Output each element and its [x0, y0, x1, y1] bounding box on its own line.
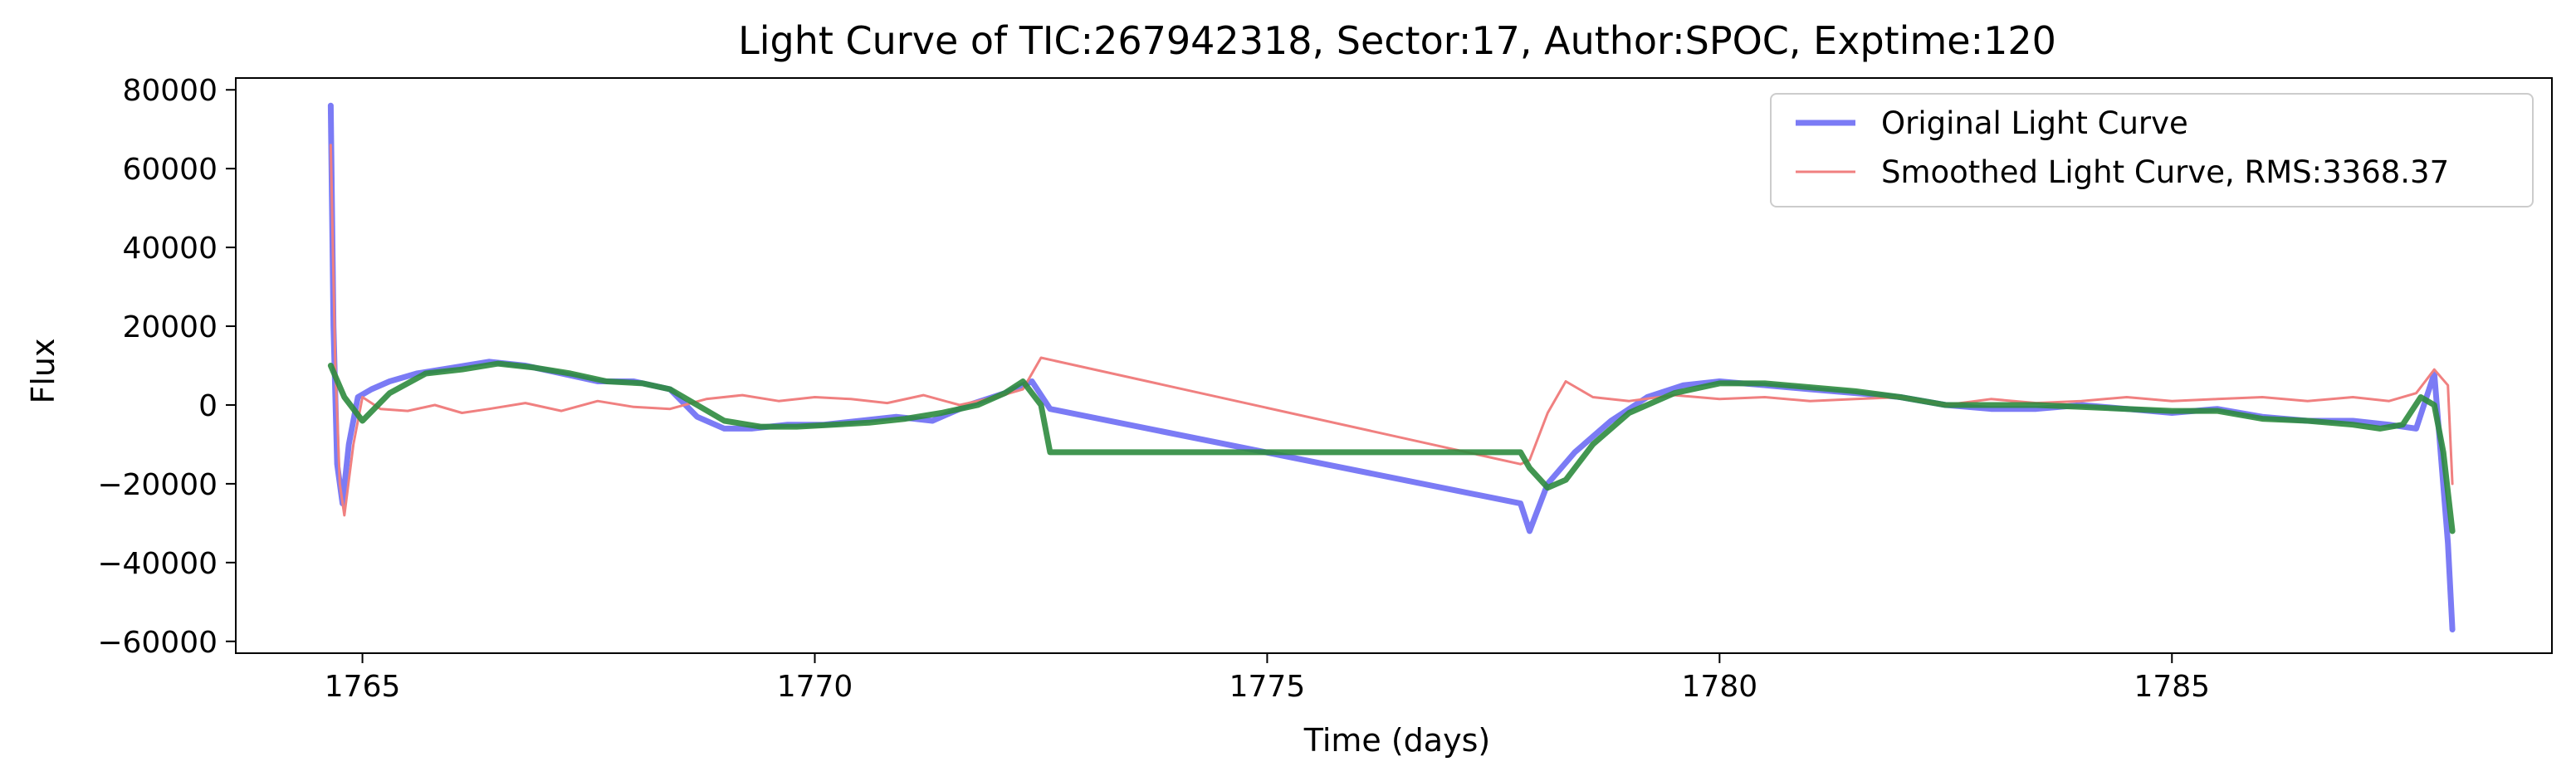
x-tick-label: 1770 [777, 670, 853, 704]
series-layer [327, 102, 2456, 632]
y-tick-label: −20000 [97, 468, 218, 502]
y-tick-label: 40000 [122, 232, 218, 266]
y-tick-label: 80000 [122, 74, 218, 108]
chart-title: Light Curve of TIC:267942318, Sector:17,… [738, 18, 2056, 63]
x-axis-label: Time (days) [1303, 722, 1490, 759]
x-tick-label: 1775 [1229, 670, 1306, 704]
y-tick-label: −60000 [97, 626, 218, 660]
ticks-layer: 1765 1770 1775 1780 1785 80000 60000 40000 20000… [97, 74, 2210, 704]
legend-box [1770, 93, 2534, 207]
legend-label-original: Original Light Curve [1881, 105, 2188, 141]
plot-frame [235, 77, 2553, 654]
x-tick-label: 1785 [2134, 670, 2210, 704]
legend: Original Light Curve Smoothed Light Curv… [1770, 93, 2534, 207]
y-tick-label: 60000 [122, 153, 218, 187]
y-axis-label: Flux [25, 339, 61, 404]
y-tick-label: −40000 [97, 547, 218, 581]
x-tick-label: 1765 [325, 670, 401, 704]
y-tick-label: 20000 [122, 310, 218, 344]
legend-label-smoothed: Smoothed Light Curve, RMS:3368.37 [1881, 154, 2449, 190]
x-tick-label: 1780 [1682, 670, 1758, 704]
series-smoothed-line [329, 144, 2454, 517]
series-trend-line [327, 360, 2456, 534]
y-tick-label: 0 [198, 389, 218, 423]
